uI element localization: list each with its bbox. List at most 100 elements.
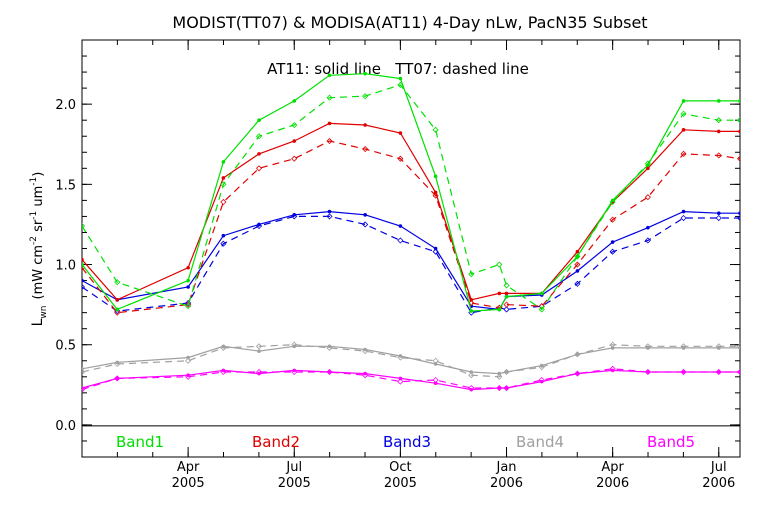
band1-at11-point: [292, 99, 297, 103]
band1-at11-point: [115, 307, 120, 312]
chart-title: MODIST(TT07) & MODISA(AT11) 4-Day nLw, P…: [172, 13, 647, 32]
band5-at11-point: [398, 376, 403, 381]
band4-at11-point: [738, 346, 740, 350]
band4-at11-point: [681, 346, 686, 350]
band3-tt07-point: [574, 280, 581, 287]
band1-at11-point: [716, 99, 721, 103]
band4-at11-point: [257, 349, 261, 353]
band3-at11-line: [82, 210, 740, 311]
band2-tt07-point: [736, 155, 740, 162]
band1-at11-line: [82, 73, 740, 312]
band2-tt07-point: [574, 261, 581, 268]
band1-tt07-point: [362, 93, 369, 100]
band1-tt07-point: [82, 222, 86, 230]
band4-at11-point: [186, 355, 190, 360]
band3-at11-point: [398, 224, 403, 228]
band3-at11-point: [186, 285, 190, 289]
band4-at11-point: [221, 344, 226, 349]
band2-at11-point: [186, 265, 190, 270]
band4-at11-point: [433, 362, 438, 366]
series-layer: [82, 71, 740, 393]
y-tick-label: 2.0: [55, 98, 76, 113]
band3-tt07-point: [220, 240, 227, 247]
band1-tt07-point: [432, 126, 439, 133]
band4-tt07-point: [82, 368, 86, 376]
x-tick-label-year: 2005: [278, 476, 311, 491]
band4-at11-point: [646, 346, 650, 350]
legend-band3: Band3: [383, 433, 431, 451]
band5-at11-point: [539, 379, 544, 384]
band1-at11-point: [221, 160, 226, 164]
band1-at11-point: [257, 118, 261, 122]
band2-at11-point: [363, 123, 367, 127]
band2-at11-point: [716, 129, 721, 134]
band2-at11-point: [433, 190, 438, 195]
band4-at11-point: [504, 370, 509, 374]
band3-at11-point: [738, 211, 740, 216]
band2-at11-point: [575, 249, 580, 254]
band3-tt07-point: [82, 283, 86, 291]
band3-at11-point: [82, 278, 84, 283]
band2-at11-point: [327, 121, 332, 126]
band1-at11-point: [363, 71, 367, 76]
band5-at11-point: [327, 370, 332, 374]
band2-tt07-point: [185, 301, 192, 308]
band2-tt07-point: [680, 150, 687, 157]
x-tick-label-year: 2005: [172, 476, 205, 491]
band1-tt07-point: [680, 110, 687, 117]
band3-tt07-point: [362, 221, 369, 228]
band5-at11-line: [82, 369, 740, 391]
band5-at11-point: [82, 386, 84, 390]
band3-tt07-point: [644, 237, 651, 244]
band2-at11-point: [115, 298, 120, 302]
x-axis: Apr2005Jul2005Oct2005Jan2006Apr2006Jul20…: [116, 40, 735, 491]
band5-tt07-point: [736, 368, 740, 376]
band4-tt07-point: [255, 343, 263, 350]
band2-tt07-point: [503, 301, 510, 308]
band1-tt07-line: [82, 84, 740, 311]
band4-at11-point: [610, 346, 615, 350]
band4-at11-point: [363, 347, 367, 352]
band1-tt07-point: [503, 282, 510, 289]
band4-at11-point: [539, 363, 544, 368]
band4-at11-point: [327, 344, 332, 349]
band5-at11-point: [292, 368, 297, 373]
band5-at11-point: [610, 368, 615, 373]
y-axis-label-sub: wn: [39, 305, 49, 318]
band3-at11-point: [433, 246, 438, 251]
band1-at11-point: [497, 307, 502, 312]
band5-at11-point: [504, 386, 509, 390]
y-axis-label-units: (mW cm: [31, 245, 46, 300]
band3-at11-point: [363, 213, 367, 217]
y-tick-label: 0.0: [55, 419, 76, 434]
band5-at11-point: [681, 370, 686, 374]
y-axis-label-close: ): [31, 172, 46, 177]
legend: Band1 Band2 Band3 Band4 Band5: [116, 433, 695, 451]
x-tick-label-year: 2006: [596, 476, 629, 491]
band2-at11-point: [738, 129, 740, 134]
band5-at11-point: [433, 381, 438, 386]
band2-tt07-line: [82, 140, 740, 314]
band1-at11-point: [738, 99, 740, 103]
band4-at11-line: [82, 345, 740, 375]
band2-tt07-point: [715, 152, 722, 159]
band1-at11-point: [398, 76, 403, 81]
x-tick-label-year: 2006: [702, 476, 735, 491]
band3-at11-point: [575, 269, 580, 273]
y-axis-label-main: L: [30, 318, 46, 326]
band5-at11-point: [221, 368, 226, 373]
x-tick-label-month: Jan: [495, 460, 516, 475]
band4-at11-point: [398, 354, 403, 358]
band1-at11-point: [469, 309, 474, 313]
band1-at11-point: [646, 163, 650, 167]
band3-at11-point: [221, 233, 226, 238]
band1-tt07-point: [220, 181, 227, 188]
band5-at11-point: [738, 370, 740, 374]
band3-tt07-point: [715, 214, 722, 222]
x-tick-label-month: Jul: [710, 460, 727, 475]
band3-at11-point: [257, 222, 261, 227]
band2-at11-point: [221, 176, 226, 180]
band1-at11-point: [82, 262, 84, 267]
